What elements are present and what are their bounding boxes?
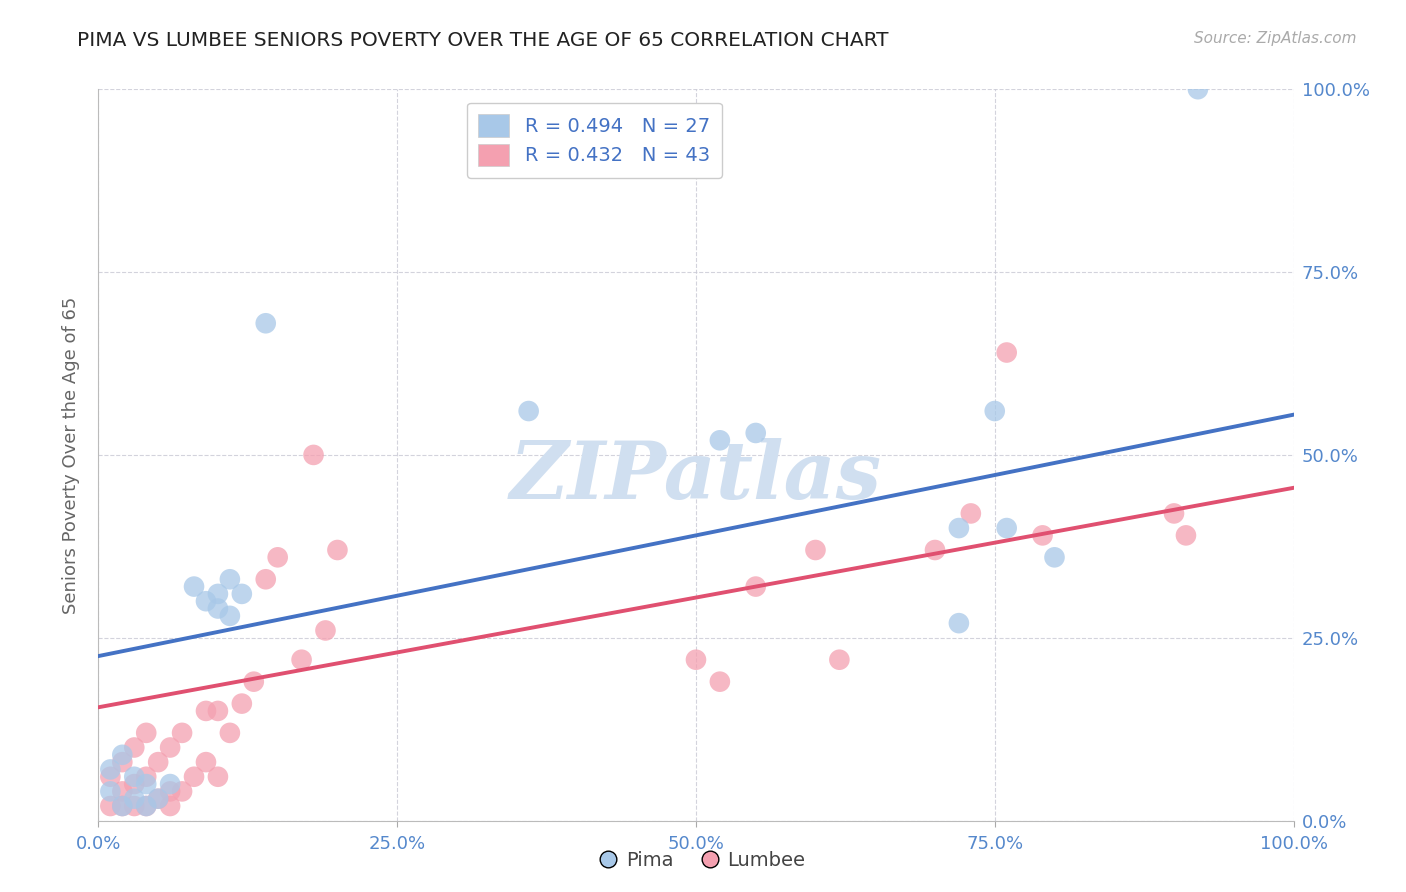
Point	[135, 777, 157, 791]
Point	[254, 316, 277, 330]
Point	[219, 726, 242, 740]
Point	[111, 755, 134, 769]
Text: Source: ZipAtlas.com: Source: ZipAtlas.com	[1194, 31, 1357, 46]
Point	[195, 755, 218, 769]
Point	[98, 763, 122, 777]
Point	[517, 404, 540, 418]
Point	[685, 653, 707, 667]
Point	[995, 345, 1018, 359]
Point	[172, 726, 194, 740]
Point	[135, 799, 157, 814]
Point	[98, 799, 122, 814]
Point	[828, 653, 851, 667]
Point	[243, 674, 266, 689]
Point	[254, 572, 277, 586]
Point	[219, 608, 242, 623]
Point	[111, 799, 134, 814]
Text: ZIPatlas: ZIPatlas	[510, 438, 882, 516]
Point	[124, 777, 146, 791]
Legend: R = 0.494   N = 27, R = 0.432   N = 43: R = 0.494 N = 27, R = 0.432 N = 43	[467, 103, 721, 178]
Point	[804, 543, 827, 558]
Point	[124, 740, 146, 755]
Point	[135, 770, 157, 784]
Point	[124, 799, 146, 814]
Point	[159, 784, 181, 798]
Point	[315, 624, 337, 638]
Point	[159, 740, 181, 755]
Point	[745, 580, 768, 594]
Point	[183, 580, 205, 594]
Point	[1163, 507, 1185, 521]
Point	[98, 784, 122, 798]
Point	[709, 674, 731, 689]
Point	[207, 601, 229, 615]
Point	[195, 594, 218, 608]
Point	[148, 791, 170, 805]
Point	[159, 777, 181, 791]
Point	[111, 747, 134, 762]
Point	[172, 784, 194, 798]
Point	[231, 697, 253, 711]
Point	[984, 404, 1007, 418]
Point	[111, 799, 134, 814]
Legend: Pima, Lumbee: Pima, Lumbee	[592, 843, 814, 878]
Point	[1187, 82, 1209, 96]
Point	[159, 799, 181, 814]
Point	[111, 784, 134, 798]
Point	[291, 653, 314, 667]
Point	[148, 791, 170, 805]
Point	[207, 770, 229, 784]
Point	[219, 572, 242, 586]
Y-axis label: Seniors Poverty Over the Age of 65: Seniors Poverty Over the Age of 65	[62, 296, 80, 614]
Point	[995, 521, 1018, 535]
Point	[960, 507, 983, 521]
Text: PIMA VS LUMBEE SENIORS POVERTY OVER THE AGE OF 65 CORRELATION CHART: PIMA VS LUMBEE SENIORS POVERTY OVER THE …	[77, 31, 889, 50]
Point	[135, 799, 157, 814]
Point	[148, 755, 170, 769]
Point	[745, 425, 768, 440]
Point	[709, 434, 731, 448]
Point	[195, 704, 218, 718]
Point	[924, 543, 946, 558]
Point	[1043, 550, 1066, 565]
Point	[135, 726, 157, 740]
Point	[124, 791, 146, 805]
Point	[98, 770, 122, 784]
Point	[302, 448, 325, 462]
Point	[326, 543, 349, 558]
Point	[1032, 528, 1054, 542]
Point	[207, 704, 229, 718]
Point	[124, 770, 146, 784]
Point	[948, 521, 970, 535]
Point	[1175, 528, 1198, 542]
Point	[231, 587, 253, 601]
Point	[948, 616, 970, 631]
Point	[267, 550, 290, 565]
Point	[207, 587, 229, 601]
Point	[183, 770, 205, 784]
